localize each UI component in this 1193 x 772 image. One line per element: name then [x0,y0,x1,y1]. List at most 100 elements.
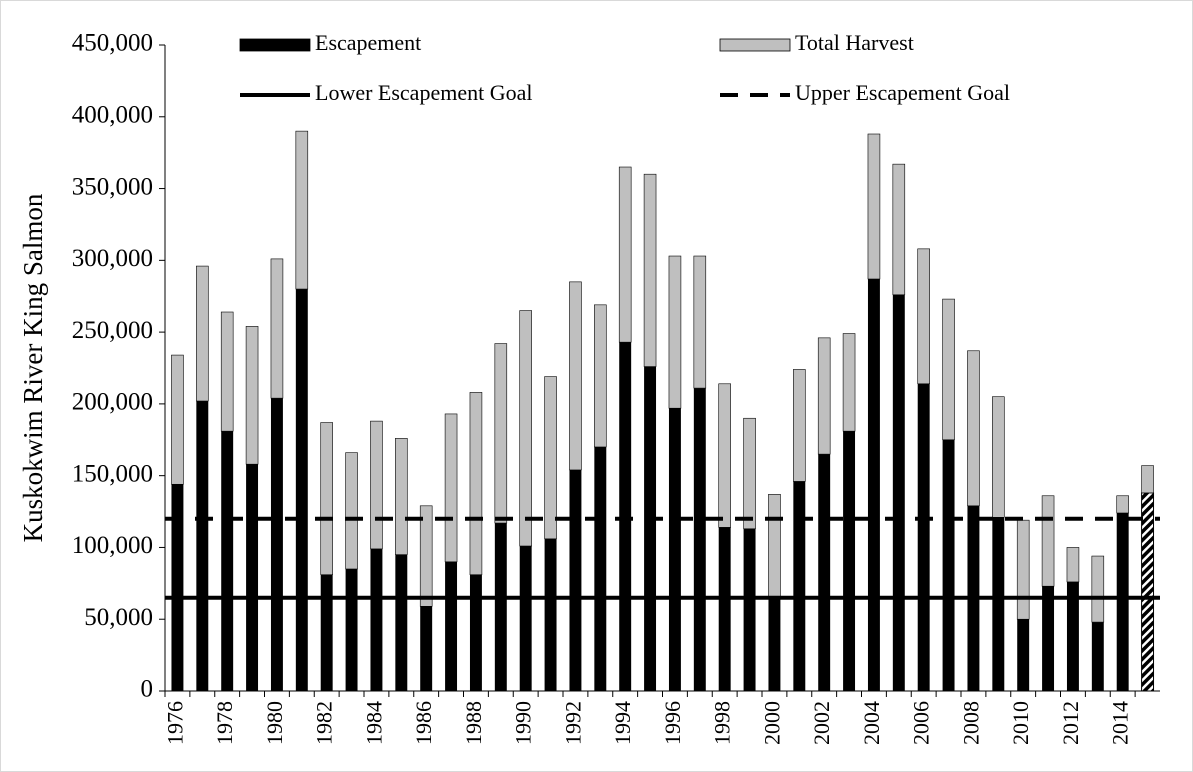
bar-segment [395,554,408,691]
y-tick-label: 400,000 [72,102,153,129]
bar-segment [1017,619,1030,691]
y-tick-label: 450,000 [72,30,153,57]
bar-segment [817,337,831,455]
bar-segment [469,574,482,691]
bar-segment [494,343,508,524]
bar-segment [992,396,1005,518]
bar-segment [245,326,259,465]
bar-segment [569,281,582,471]
bar-segment [370,420,383,550]
y-tick-label: 250,000 [72,317,153,344]
bar-segment [246,464,259,691]
bar-segment [270,258,284,399]
x-tick-label: 1998 [710,701,735,745]
bar-segment [444,413,458,563]
bar-segment [171,484,184,691]
bar-segment [221,431,234,691]
bar-segment [967,350,980,507]
bar-segment [668,408,681,691]
bar-segment [793,481,806,691]
y-tick-label: 150,000 [72,460,153,487]
bar-segment [619,342,632,691]
bar-segment [1116,512,1129,691]
bar-segment [1141,492,1155,692]
x-tick-label: 1986 [411,701,436,745]
x-tick-label: 1988 [461,701,486,745]
bar-segment [867,133,881,280]
legend-label: Total Harvest [795,30,914,55]
bar-segment [942,439,955,691]
bar-segment [295,130,309,290]
bar-segment [569,469,582,691]
legend-label: Lower Escapement Goal [315,80,532,105]
x-tick-label: 1994 [610,701,635,745]
y-tick-label: 200,000 [72,389,153,416]
x-tick-label: 1978 [212,701,237,745]
bar-segment [494,523,507,691]
bar-segment [1066,581,1079,691]
x-tick-label: 1996 [660,701,685,745]
bar-segment [618,166,632,343]
bar-segment [544,376,557,540]
bar-segment [1042,586,1055,691]
y-tick-label: 0 [141,676,154,703]
y-tick-label: 350,000 [72,173,153,200]
x-tick-label: 1982 [312,701,337,745]
bar-segment [295,289,308,691]
bar-segment [370,548,383,691]
bar-segment [196,265,209,402]
bar-segment [469,392,483,576]
x-tick-label: 2004 [859,701,884,745]
bar-segment [892,163,906,296]
bar-segment [1116,495,1129,514]
bar-segment [793,369,806,482]
bar-segment [718,383,731,528]
x-tick-label: 2010 [1008,701,1033,745]
bar-segment [320,422,333,576]
bar-segment [818,454,831,691]
bar-segment [942,298,955,441]
x-tick-label: 2006 [909,701,934,745]
x-tick-label: 2012 [1058,701,1083,745]
bar-segment [1066,547,1080,583]
legend-label: Upper Escapement Goal [795,80,1010,105]
x-tick-label: 2000 [759,701,784,745]
bar-segment [544,538,557,691]
bar-segment [867,278,880,691]
bar-segment [196,401,209,691]
bar-segment [594,304,607,448]
bar-segment [768,597,781,691]
bar-segment [419,505,433,607]
bar-segment [1016,519,1030,620]
bar-segment [445,561,458,691]
y-tick-label: 300,000 [72,245,153,272]
bar-segment [1091,555,1105,623]
bar-segment [270,398,283,691]
bar-segment [668,255,682,409]
y-tick-label: 100,000 [72,532,153,559]
bar-segment [917,383,930,691]
x-tick-label: 2002 [809,701,834,745]
x-tick-label: 2014 [1108,701,1133,745]
bar-segment [917,248,930,385]
bar-segment [345,568,358,691]
bar-segment [693,388,706,691]
legend-label: Escapement [315,30,421,55]
legend-swatch [719,38,791,52]
legend-swatch [239,38,311,52]
bar-segment [843,431,856,691]
bar-segment [519,310,532,547]
x-tick-label: 1984 [361,701,386,745]
bar-segment [519,546,532,691]
bar-segment [395,438,408,555]
x-tick-label: 1980 [262,701,287,745]
bar-segment [743,417,756,530]
bar-segment [718,527,731,691]
bar-segment [420,606,433,691]
bar-segment [768,494,781,598]
bar-segment [743,528,756,691]
x-tick-label: 1976 [162,701,187,745]
bar-segment [594,446,607,691]
x-tick-label: 1990 [511,701,536,745]
